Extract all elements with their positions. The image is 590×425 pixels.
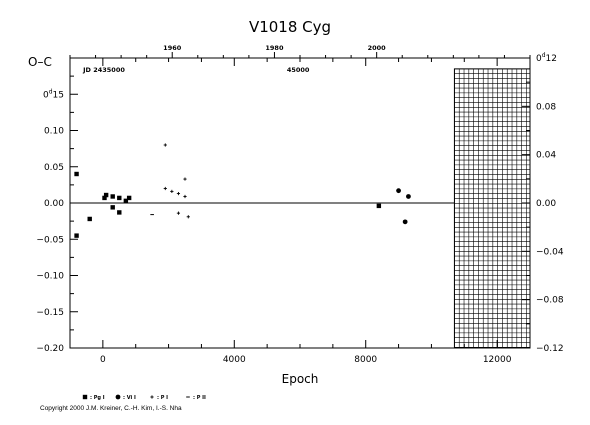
x-axis-label: Epoch	[282, 372, 319, 386]
future-region-grid	[453, 68, 531, 349]
y-tick-label: 0d15	[43, 88, 64, 100]
legend-marker-square	[82, 394, 88, 400]
top-tick-label: 1980	[265, 44, 284, 52]
y-tick-label: 0.10	[44, 127, 64, 137]
data-point-square	[376, 203, 382, 209]
data-points	[74, 143, 411, 238]
data-point-square	[117, 210, 122, 215]
jd-label: JD 2435000	[82, 66, 125, 74]
y-axis-label: O–C	[28, 55, 52, 69]
plot-frame	[69, 57, 531, 349]
y-tick-label: −0.20	[36, 344, 64, 354]
future-region-box	[453, 68, 531, 349]
data-point-plus	[170, 189, 174, 193]
y-right-tick-label: 0.08	[536, 102, 556, 112]
x-tick-label: 4000	[223, 355, 246, 365]
data-point-plus	[186, 215, 190, 219]
data-point-square	[126, 195, 132, 201]
tick-labels: 0 4000 8000 12000 0d15 0.10 0.05 0.00 −0.05 −0.10…	[36, 44, 563, 365]
legend-marker-circle	[115, 394, 121, 400]
top-tick-label: 1960	[163, 44, 182, 52]
legend-label: : Pg I	[90, 395, 105, 401]
copyright-text: Copyright 2000 J.M. Kreiner, C.-H. Kim, …	[40, 405, 182, 412]
y-tick-label: −0.05	[36, 235, 64, 245]
data-point-square	[102, 195, 107, 201]
x-tick-label: 12000	[483, 355, 512, 365]
data-point-plus	[183, 194, 187, 199]
data-point-circle	[402, 219, 408, 225]
y-tick-label: −0.10	[36, 272, 64, 282]
data-point-square	[87, 216, 92, 222]
y-right-tick-label: 0.04	[536, 151, 556, 161]
y-tick-label: 0.00	[44, 199, 64, 209]
data-point-square	[74, 233, 79, 238]
x-tick-label: 8000	[354, 355, 377, 365]
data-point-square	[123, 198, 129, 204]
data-point-plus	[176, 211, 181, 215]
y-right-tick-label: −0.08	[536, 296, 564, 306]
top-tick-label: 2000	[368, 44, 387, 52]
data-point-plus	[183, 177, 187, 181]
y-tick-label: 0.05	[44, 163, 64, 173]
data-point-square	[117, 195, 122, 201]
legend: : Pg I : Vi I : P I : P II	[82, 394, 206, 401]
jd-label: 45000	[287, 66, 310, 74]
data-point-plus	[163, 143, 167, 147]
axis-ticks	[69, 52, 531, 349]
y-tick-label: −0.15	[36, 308, 64, 318]
y-right-tick-label: 0.00	[536, 199, 556, 209]
data-point-circle	[396, 188, 401, 194]
legend-label: : P II	[193, 395, 206, 401]
y-right-tick-label: −0.12	[536, 344, 564, 354]
data-point-circle	[406, 194, 411, 199]
legend-marker-plus	[150, 395, 154, 399]
data-point-square	[74, 171, 79, 177]
x-tick-label: 0	[100, 355, 106, 365]
chart-title: V1018 Cyg	[249, 18, 331, 36]
legend-label: : P I	[157, 395, 168, 401]
data-point-square	[103, 192, 109, 198]
legend-label: : Vi I	[123, 395, 136, 401]
data-point-plus	[176, 191, 181, 196]
data-point-plus	[163, 186, 167, 191]
data-point-square	[110, 194, 115, 199]
y-right-tick-label: −0.04	[536, 247, 564, 257]
data-point-square	[110, 205, 115, 210]
y-right-tick-label: 0d12	[536, 52, 557, 64]
